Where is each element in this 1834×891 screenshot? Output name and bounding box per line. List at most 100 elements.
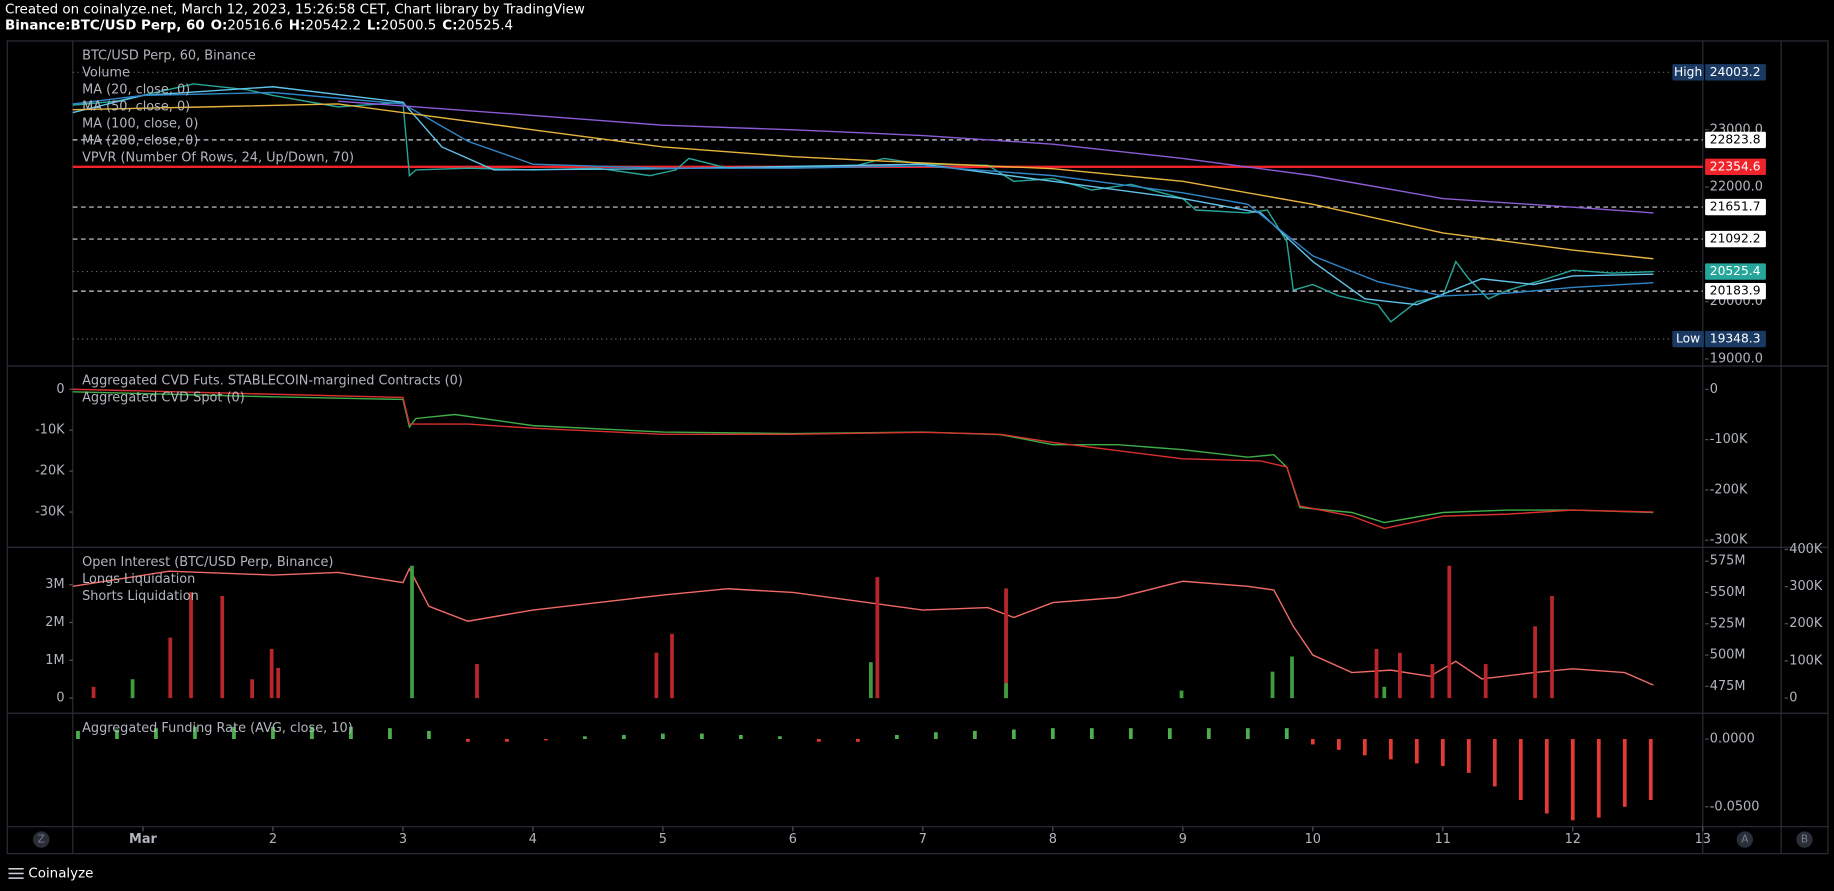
bar [1622,739,1627,807]
price-label-box [1705,330,1766,348]
ohlc-label: H: [289,19,306,34]
bar [1550,596,1554,699]
series-line [72,103,1654,260]
price-label: 21092.2 [1710,232,1761,246]
legend-entry: Aggregated Funding Rate (AVG, close, 10) [82,721,353,736]
y-tick-label: 19000.0 [1710,351,1763,366]
series-line [72,83,1654,323]
button-label[interactable]: Z [38,834,45,846]
bar [1206,728,1211,740]
series-line [72,388,1654,530]
price-tag: High [1674,65,1702,79]
ohlc-label: O: [211,19,228,34]
price-tag-box [1672,330,1704,348]
button[interactable] [1796,831,1813,848]
bar [856,739,860,742]
y-tick-label: 525M [1710,616,1746,631]
bar [868,662,873,699]
bar [91,686,96,699]
y-tick-label: -30K [35,505,65,520]
x-tick-label: 12 [1565,832,1581,847]
legend-entry: Open Interest (BTC/USD Perp, Binance) [82,555,333,570]
legend-entry: MA (200, close, 0) [82,133,198,148]
bar [1374,648,1379,699]
x-tick-label: 9 [1179,832,1187,847]
bar [130,679,135,699]
bar [154,728,158,740]
y-tick-label: 22000.0 [1710,180,1763,195]
bar [778,736,782,740]
bar [1310,739,1315,745]
y-tick-label: 300K [1789,579,1823,594]
bar [817,739,821,742]
bar [168,637,173,699]
ohlc-label: L: [367,19,381,34]
bar [220,596,225,699]
bar [1050,728,1055,740]
bar [739,734,743,740]
series-line [337,100,1654,214]
legend-entry: Aggregated CVD Futs. STABLECOIN-margined… [82,374,463,389]
bar [544,739,548,741]
price-label: 19348.3 [1710,332,1761,346]
bar [1596,739,1601,818]
button-label[interactable]: B [1801,834,1808,846]
button-label[interactable]: A [1741,834,1749,846]
price-label: 21651.7 [1710,200,1761,214]
menu-icon[interactable] [8,868,24,879]
bar [427,730,431,740]
price-label-box [1705,230,1766,248]
bar [1447,565,1452,699]
price-tag-box [1672,64,1704,81]
legend-entry: MA (100, close, 0) [82,116,198,131]
price-label-box [1705,198,1766,216]
bar [661,733,665,740]
brand[interactable]: Coinalyze [28,866,93,881]
series-line [72,91,1654,297]
price-label: 24003.2 [1710,65,1761,79]
x-tick-label: 2 [269,832,277,847]
bar [1004,588,1008,699]
y-tick-label: 1M [45,653,64,668]
y-tick-label: -300K [1710,533,1748,548]
y-tick-label: 100K [1789,653,1823,668]
legend-entry: VPVR (Number Of Rows, 24, Up/Down, 70) [82,150,354,165]
y-tick-label: -0.0500 [1710,799,1760,814]
bar [232,726,236,740]
bar [271,726,275,740]
y-tick-label: -20K [35,464,65,479]
x-tick-label: Mar [129,832,157,847]
y-tick-label: -100K [1710,432,1748,447]
bar [670,633,674,699]
bar [933,732,938,740]
y-tick-label: 550M [1710,585,1746,600]
bar [1483,664,1488,699]
bar [505,739,509,742]
y-tick-label: 0.0000 [1710,732,1755,747]
bar [894,734,899,740]
y-tick-label: 500M [1710,648,1746,663]
price-label: 22823.8 [1710,132,1761,146]
x-tick-label: 3 [399,832,407,847]
bar [76,730,80,740]
ohlc-value: 20500.5 [381,19,437,34]
bar [700,733,704,740]
bar [410,565,414,699]
y-tick-label: -10K [35,423,65,438]
y-tick-label: 575M [1710,554,1746,569]
bar [1440,739,1445,767]
legend-entry: Volume [82,66,130,81]
header-line: Created on coinalyze.net, March 12, 2023… [5,2,585,17]
bar [1414,739,1419,764]
button[interactable] [33,831,50,848]
bar [189,592,193,699]
x-tick-label: 10 [1305,832,1321,847]
bar [1290,656,1294,699]
button[interactable] [1736,831,1754,848]
bar [1336,739,1341,750]
bar [1270,671,1275,699]
bar [310,726,314,740]
bar [1492,739,1497,787]
bar [1089,728,1094,740]
